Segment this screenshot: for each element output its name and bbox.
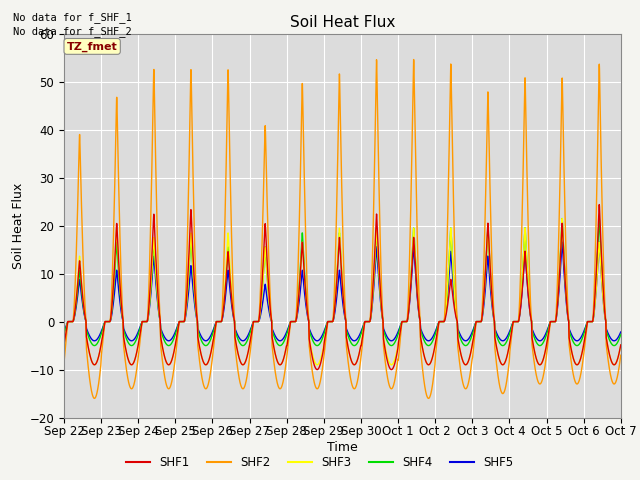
SHF2 [397, 332, 404, 338]
SHF5 [499, 338, 507, 344]
SHF4 [564, 315, 572, 321]
SHF2 [60, 359, 68, 365]
SHF1 [406, 285, 414, 291]
SHF1 [216, 319, 223, 324]
SHF5 [617, 329, 625, 335]
SHF2 [410, 57, 417, 62]
SHF2 [617, 353, 625, 359]
SHF2 [564, 312, 572, 317]
SHF3 [397, 326, 404, 332]
SHF2 [406, 221, 414, 227]
SHF5 [216, 319, 223, 324]
SHF2 [617, 352, 625, 358]
SHF4 [60, 331, 68, 337]
SHF1 [179, 319, 187, 324]
SHF1 [388, 367, 396, 372]
SHF5 [397, 322, 404, 328]
SHF1 [595, 202, 603, 207]
SHF4 [406, 284, 414, 289]
SHF4 [216, 319, 223, 324]
Line: SHF3: SHF3 [64, 218, 621, 365]
SHF2 [216, 319, 223, 324]
Line: SHF4: SHF4 [64, 218, 621, 346]
SHF5 [60, 329, 68, 335]
SHF3 [60, 341, 68, 347]
SHF4 [558, 216, 566, 221]
X-axis label: Time: Time [327, 441, 358, 454]
SHF3 [179, 319, 187, 324]
Line: SHF5: SHF5 [64, 242, 621, 341]
SHF4 [179, 319, 187, 324]
Title: Soil Heat Flux: Soil Heat Flux [290, 15, 395, 30]
SHF5 [617, 329, 625, 335]
Line: SHF1: SHF1 [64, 204, 621, 370]
Text: No data for f_SHF_1: No data for f_SHF_1 [13, 12, 132, 23]
SHF3 [617, 343, 625, 348]
SHF1 [617, 343, 625, 348]
SHF4 [499, 343, 507, 348]
Text: TZ_fmet: TZ_fmet [67, 41, 118, 51]
SHF2 [425, 396, 433, 401]
SHF5 [558, 239, 566, 245]
Text: No data for f_SHF_2: No data for f_SHF_2 [13, 26, 132, 37]
SHF1 [617, 342, 625, 348]
SHF5 [406, 291, 414, 297]
SHF3 [558, 216, 566, 221]
SHF3 [216, 319, 223, 324]
Y-axis label: Soil Heat Flux: Soil Heat Flux [12, 182, 26, 269]
SHF1 [397, 325, 404, 331]
Line: SHF2: SHF2 [64, 60, 621, 398]
SHF2 [179, 319, 187, 324]
SHF1 [564, 314, 572, 320]
Legend: SHF1, SHF2, SHF3, SHF4, SHF5: SHF1, SHF2, SHF3, SHF4, SHF5 [122, 452, 518, 474]
SHF4 [617, 332, 625, 337]
SHF1 [60, 341, 68, 347]
SHF5 [564, 316, 572, 322]
SHF4 [397, 323, 404, 329]
SHF3 [564, 315, 572, 321]
SHF4 [617, 332, 625, 338]
SHF3 [406, 284, 414, 289]
SHF3 [499, 362, 507, 368]
SHF3 [617, 342, 625, 348]
SHF5 [179, 319, 187, 324]
